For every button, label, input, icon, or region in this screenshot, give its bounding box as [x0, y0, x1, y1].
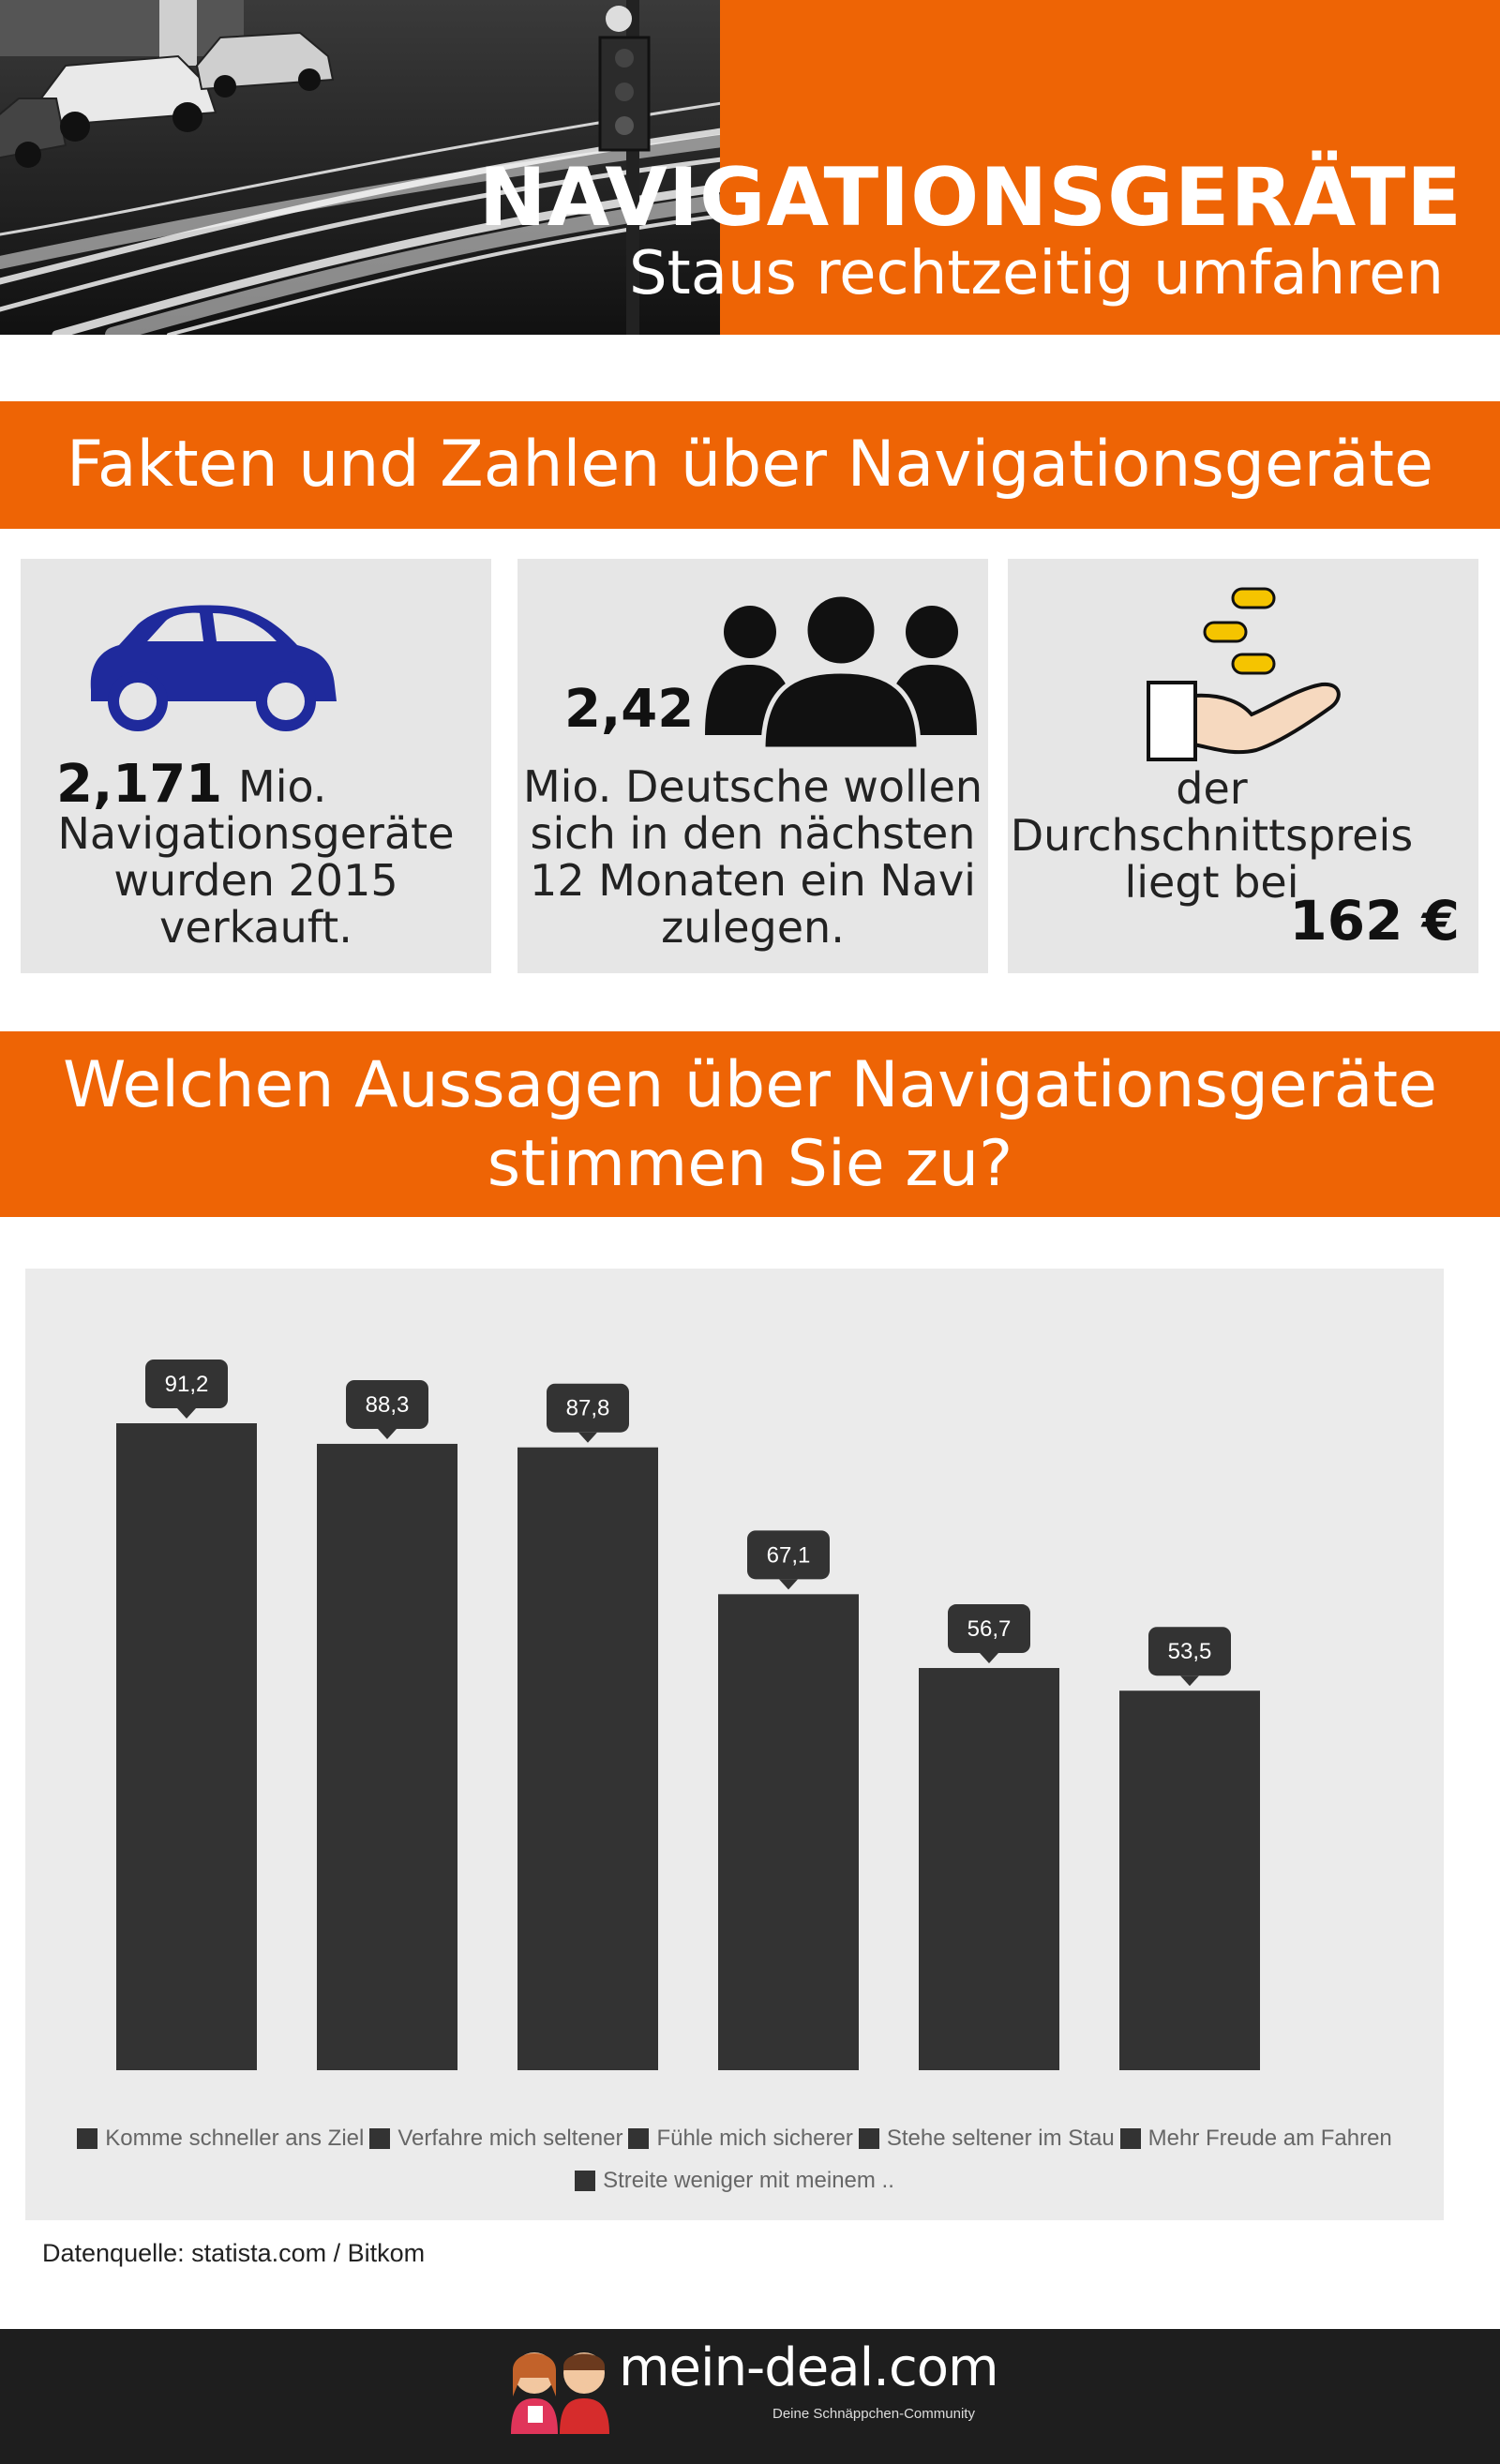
bar-value-label: 91,2	[145, 1360, 228, 1419]
bar-label-box	[1148, 1627, 1231, 1676]
legend-swatch	[575, 2171, 596, 2191]
facts-heading: Fakten und Zahlen über Navigationsgeräte	[0, 401, 1500, 529]
fact-text-line: Mio.	[238, 761, 327, 812]
footer-logo[interactable]: mein-deal.com	[619, 2337, 999, 2398]
page-title: NAVIGATIONSGERÄTE	[478, 151, 1462, 245]
bar-value-text: 56,7	[968, 1616, 1012, 1642]
fact-text-line: verkauft.	[159, 902, 352, 953]
fact-text-line: zulegen.	[661, 902, 845, 953]
chart-legend: Komme schneller ans Ziel Verfahre mich s…	[25, 2126, 1444, 2210]
fact-text-line: Mio. Deutsche wollen	[522, 761, 983, 812]
bar-label-box	[145, 1360, 228, 1408]
legend-item[interactable]: Mehr Freude am Fahren	[1119, 2126, 1392, 2152]
fact-card-price: der Durchschnittspreis liegt bei 162 €	[1008, 559, 1478, 973]
bar-value-text: 91,2	[165, 1372, 209, 1397]
legend-item[interactable]: Stehe seltener im Stau	[858, 2126, 1115, 2152]
fact-value-buyers: 2,42	[564, 679, 695, 740]
bar-value-text: 87,8	[566, 1396, 610, 1421]
fact-text-line: wurden 2015	[113, 855, 398, 906]
fact-text-line: sich in den nächsten	[530, 808, 976, 859]
page-subtitle: Staus rechtzeitig umfahren	[629, 239, 1444, 308]
legend-swatch	[628, 2128, 650, 2149]
bar-value-label: 87,8	[547, 1383, 629, 1443]
chart-heading-line: stimmen Sie zu?	[487, 1127, 1013, 1201]
bar-value-text: 67,1	[767, 1542, 811, 1568]
bar-value-label: 67,1	[747, 1530, 830, 1590]
fact-text-line: 12 Monaten ein Navi	[530, 855, 976, 906]
legend-item[interactable]: Fühle mich sicherer	[628, 2126, 853, 2152]
legend-label: Streite weniger mit meinem ..	[603, 2168, 894, 2193]
legend-label: Stehe seltener im Stau	[886, 2126, 1115, 2151]
legend-label: Fühle mich sicherer	[656, 2126, 853, 2151]
bar-value-text: 88,3	[366, 1392, 410, 1418]
bar-3	[518, 1447, 658, 2070]
bar-6	[1119, 1690, 1260, 2070]
hero-orange-panel	[720, 0, 1500, 335]
bar-chart: 91,2 88,3 87,8 67,1 56,7 53,5 Komme schneller…	[25, 1269, 1444, 2220]
fact-card-buyers: 2,42 Mio. Deutsche wollen sich in den nä…	[518, 559, 988, 973]
fact-value-devices: 2,171	[56, 754, 223, 815]
bar-label-pointer	[177, 1408, 196, 1419]
people-icon	[705, 592, 977, 752]
bar-label-box	[747, 1530, 830, 1580]
bar-value-label: 53,5	[1148, 1627, 1231, 1687]
bar-5	[919, 1668, 1059, 2070]
bar-label-box	[948, 1604, 1030, 1654]
bar-value-text: 53,5	[1168, 1639, 1212, 1664]
bar-2	[317, 1443, 458, 2070]
mascots-icon	[511, 2352, 609, 2434]
bar-1	[116, 1423, 257, 2070]
legend-swatch	[369, 2128, 391, 2149]
bar-label-pointer	[378, 1428, 397, 1439]
legend-row: Streite weniger mit meinem ..	[25, 2168, 1444, 2194]
fact-text-line: Durchschnittspreis	[1010, 810, 1414, 861]
bar-label-box	[346, 1379, 428, 1429]
fact-text-line: liegt bei	[1124, 857, 1299, 908]
footer: mein-deal.com Deine Schnäppchen-Communit…	[0, 2329, 1500, 2464]
data-source: Datenquelle: statista.com / Bitkom	[42, 2239, 426, 2267]
bar-label-pointer	[578, 1432, 597, 1443]
fact-value-price: 162 €	[1289, 889, 1460, 953]
legend-swatch	[1119, 2128, 1141, 2149]
hero-header: NAVIGATIONSGERÄTE Staus rechtzeitig umfa…	[0, 0, 1500, 335]
legend-swatch	[77, 2128, 98, 2149]
car-icon	[90, 605, 337, 731]
bar-chart-plot: 91,2 88,3 87,8 67,1 56,7 53,5	[116, 1360, 1260, 2070]
footer-tagline: Deine Schnäppchen-Community	[772, 2406, 975, 2422]
street-photo	[0, 0, 729, 335]
chart-heading-line: Welchen Aussagen über Navigationsgeräte	[63, 1048, 1437, 1122]
bar-label-pointer	[1180, 1675, 1199, 1687]
bar-value-label: 56,7	[948, 1604, 1030, 1664]
legend-label: Mehr Freude am Fahren	[1148, 2126, 1392, 2151]
bar-label-pointer	[980, 1653, 998, 1664]
legend-label: Komme schneller ans Ziel	[105, 2126, 365, 2151]
chart-heading: Welchen Aussagen über Navigationsgeräte …	[0, 1031, 1500, 1217]
bar-label-box	[547, 1383, 629, 1433]
fact-text-line: Navigationsgeräte	[57, 808, 455, 859]
bar-value-label: 88,3	[346, 1379, 428, 1439]
legend-label: Verfahre mich seltener	[398, 2126, 623, 2151]
fact-text-line: der	[1176, 763, 1248, 814]
bar-4	[718, 1594, 859, 2070]
bar-label-pointer	[779, 1579, 798, 1590]
coins-hand-icon	[1147, 587, 1341, 761]
legend-swatch	[858, 2128, 879, 2149]
legend-item[interactable]: Komme schneller ans Ziel	[77, 2126, 364, 2152]
legend-row: Komme schneller ans Ziel Verfahre mich s…	[25, 2126, 1444, 2152]
legend-item[interactable]: Verfahre mich seltener	[369, 2126, 622, 2152]
fact-card-devices: 2,171 Mio. Navigationsgeräte wurden 2015…	[21, 559, 491, 973]
legend-item[interactable]: Streite weniger mit meinem ..	[575, 2168, 894, 2194]
